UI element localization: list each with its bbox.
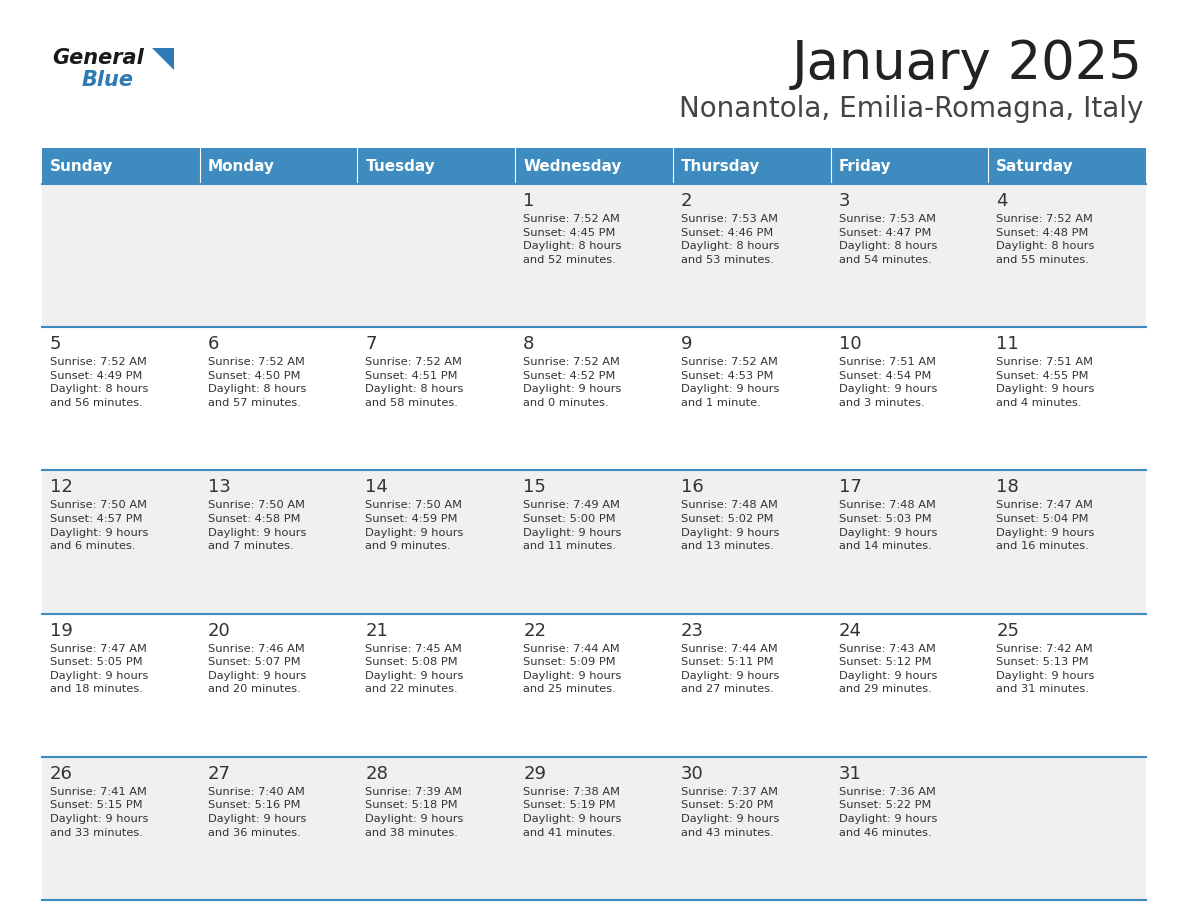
Text: 10: 10 — [839, 335, 861, 353]
Text: Sunrise: 7:53 AM
Sunset: 4:46 PM
Daylight: 8 hours
and 53 minutes.: Sunrise: 7:53 AM Sunset: 4:46 PM Dayligh… — [681, 214, 779, 264]
Text: 17: 17 — [839, 478, 861, 497]
Text: January 2025: January 2025 — [792, 38, 1143, 90]
Text: Sunrise: 7:42 AM
Sunset: 5:13 PM
Daylight: 9 hours
and 31 minutes.: Sunrise: 7:42 AM Sunset: 5:13 PM Dayligh… — [997, 644, 1094, 694]
Text: Sunrise: 7:52 AM
Sunset: 4:45 PM
Daylight: 8 hours
and 52 minutes.: Sunrise: 7:52 AM Sunset: 4:45 PM Dayligh… — [523, 214, 621, 264]
Text: Sunrise: 7:40 AM
Sunset: 5:16 PM
Daylight: 9 hours
and 36 minutes.: Sunrise: 7:40 AM Sunset: 5:16 PM Dayligh… — [208, 787, 307, 837]
Text: 5: 5 — [50, 335, 62, 353]
Text: 13: 13 — [208, 478, 230, 497]
Text: 4: 4 — [997, 192, 1007, 210]
Bar — [672, 148, 830, 184]
Text: Saturday: Saturday — [997, 159, 1074, 174]
Text: Sunrise: 7:50 AM
Sunset: 4:58 PM
Daylight: 9 hours
and 7 minutes.: Sunrise: 7:50 AM Sunset: 4:58 PM Dayligh… — [208, 500, 307, 551]
Text: 28: 28 — [366, 765, 388, 783]
Text: Sunrise: 7:50 AM
Sunset: 4:59 PM
Daylight: 9 hours
and 9 minutes.: Sunrise: 7:50 AM Sunset: 4:59 PM Dayligh… — [366, 500, 463, 551]
Text: 24: 24 — [839, 621, 861, 640]
Text: 23: 23 — [681, 621, 703, 640]
Text: 29: 29 — [523, 765, 546, 783]
Text: Sunrise: 7:44 AM
Sunset: 5:09 PM
Daylight: 9 hours
and 25 minutes.: Sunrise: 7:44 AM Sunset: 5:09 PM Dayligh… — [523, 644, 621, 694]
Text: Sunrise: 7:44 AM
Sunset: 5:11 PM
Daylight: 9 hours
and 27 minutes.: Sunrise: 7:44 AM Sunset: 5:11 PM Dayligh… — [681, 644, 779, 694]
Text: 31: 31 — [839, 765, 861, 783]
Text: 1: 1 — [523, 192, 535, 210]
Bar — [42, 756, 1146, 900]
Text: Sunrise: 7:37 AM
Sunset: 5:20 PM
Daylight: 9 hours
and 43 minutes.: Sunrise: 7:37 AM Sunset: 5:20 PM Dayligh… — [681, 787, 779, 837]
Text: Sunrise: 7:51 AM
Sunset: 4:55 PM
Daylight: 9 hours
and 4 minutes.: Sunrise: 7:51 AM Sunset: 4:55 PM Dayligh… — [997, 357, 1094, 408]
Text: Sunrise: 7:52 AM
Sunset: 4:52 PM
Daylight: 9 hours
and 0 minutes.: Sunrise: 7:52 AM Sunset: 4:52 PM Dayligh… — [523, 357, 621, 408]
Bar — [988, 148, 1146, 184]
Text: Sunrise: 7:52 AM
Sunset: 4:50 PM
Daylight: 8 hours
and 57 minutes.: Sunrise: 7:52 AM Sunset: 4:50 PM Dayligh… — [208, 357, 307, 408]
Text: 3: 3 — [839, 192, 851, 210]
Text: Sunrise: 7:36 AM
Sunset: 5:22 PM
Daylight: 9 hours
and 46 minutes.: Sunrise: 7:36 AM Sunset: 5:22 PM Dayligh… — [839, 787, 937, 837]
Text: Sunrise: 7:47 AM
Sunset: 5:04 PM
Daylight: 9 hours
and 16 minutes.: Sunrise: 7:47 AM Sunset: 5:04 PM Dayligh… — [997, 500, 1094, 551]
Text: 20: 20 — [208, 621, 230, 640]
Text: Sunday: Sunday — [50, 159, 113, 174]
Text: 15: 15 — [523, 478, 546, 497]
Text: Thursday: Thursday — [681, 159, 760, 174]
Text: 19: 19 — [50, 621, 72, 640]
Text: 16: 16 — [681, 478, 703, 497]
Text: Sunrise: 7:52 AM
Sunset: 4:53 PM
Daylight: 9 hours
and 1 minute.: Sunrise: 7:52 AM Sunset: 4:53 PM Dayligh… — [681, 357, 779, 408]
Bar — [42, 613, 1146, 756]
Text: Sunrise: 7:38 AM
Sunset: 5:19 PM
Daylight: 9 hours
and 41 minutes.: Sunrise: 7:38 AM Sunset: 5:19 PM Dayligh… — [523, 787, 621, 837]
Bar — [516, 148, 672, 184]
Text: 21: 21 — [366, 621, 388, 640]
Text: Sunrise: 7:48 AM
Sunset: 5:03 PM
Daylight: 9 hours
and 14 minutes.: Sunrise: 7:48 AM Sunset: 5:03 PM Dayligh… — [839, 500, 937, 551]
Text: 11: 11 — [997, 335, 1019, 353]
Text: 14: 14 — [366, 478, 388, 497]
Text: 18: 18 — [997, 478, 1019, 497]
Bar — [830, 148, 988, 184]
Text: 27: 27 — [208, 765, 230, 783]
Text: 6: 6 — [208, 335, 219, 353]
Text: Sunrise: 7:49 AM
Sunset: 5:00 PM
Daylight: 9 hours
and 11 minutes.: Sunrise: 7:49 AM Sunset: 5:00 PM Dayligh… — [523, 500, 621, 551]
Text: Sunrise: 7:48 AM
Sunset: 5:02 PM
Daylight: 9 hours
and 13 minutes.: Sunrise: 7:48 AM Sunset: 5:02 PM Dayligh… — [681, 500, 779, 551]
Text: 26: 26 — [50, 765, 72, 783]
Text: 30: 30 — [681, 765, 703, 783]
Bar — [42, 148, 200, 184]
Text: Sunrise: 7:53 AM
Sunset: 4:47 PM
Daylight: 8 hours
and 54 minutes.: Sunrise: 7:53 AM Sunset: 4:47 PM Dayligh… — [839, 214, 937, 264]
Bar — [358, 148, 516, 184]
Bar — [42, 327, 1146, 470]
Text: Tuesday: Tuesday — [366, 159, 435, 174]
Text: Sunrise: 7:51 AM
Sunset: 4:54 PM
Daylight: 9 hours
and 3 minutes.: Sunrise: 7:51 AM Sunset: 4:54 PM Dayligh… — [839, 357, 937, 408]
Text: Friday: Friday — [839, 159, 891, 174]
Text: Sunrise: 7:52 AM
Sunset: 4:51 PM
Daylight: 8 hours
and 58 minutes.: Sunrise: 7:52 AM Sunset: 4:51 PM Dayligh… — [366, 357, 463, 408]
Text: 25: 25 — [997, 621, 1019, 640]
Text: Sunrise: 7:52 AM
Sunset: 4:48 PM
Daylight: 8 hours
and 55 minutes.: Sunrise: 7:52 AM Sunset: 4:48 PM Dayligh… — [997, 214, 1094, 264]
Text: Monday: Monday — [208, 159, 274, 174]
Text: Wednesday: Wednesday — [523, 159, 621, 174]
Bar — [42, 184, 1146, 327]
Text: Sunrise: 7:46 AM
Sunset: 5:07 PM
Daylight: 9 hours
and 20 minutes.: Sunrise: 7:46 AM Sunset: 5:07 PM Dayligh… — [208, 644, 307, 694]
Text: 9: 9 — [681, 335, 693, 353]
Text: Sunrise: 7:39 AM
Sunset: 5:18 PM
Daylight: 9 hours
and 38 minutes.: Sunrise: 7:39 AM Sunset: 5:18 PM Dayligh… — [366, 787, 463, 837]
Text: Blue: Blue — [82, 70, 134, 90]
Text: 12: 12 — [50, 478, 72, 497]
Text: Sunrise: 7:50 AM
Sunset: 4:57 PM
Daylight: 9 hours
and 6 minutes.: Sunrise: 7:50 AM Sunset: 4:57 PM Dayligh… — [50, 500, 148, 551]
Polygon shape — [152, 48, 173, 70]
Text: Sunrise: 7:47 AM
Sunset: 5:05 PM
Daylight: 9 hours
and 18 minutes.: Sunrise: 7:47 AM Sunset: 5:05 PM Dayligh… — [50, 644, 148, 694]
Text: Sunrise: 7:43 AM
Sunset: 5:12 PM
Daylight: 9 hours
and 29 minutes.: Sunrise: 7:43 AM Sunset: 5:12 PM Dayligh… — [839, 644, 937, 694]
Text: Sunrise: 7:45 AM
Sunset: 5:08 PM
Daylight: 9 hours
and 22 minutes.: Sunrise: 7:45 AM Sunset: 5:08 PM Dayligh… — [366, 644, 463, 694]
Bar — [200, 148, 358, 184]
Text: 8: 8 — [523, 335, 535, 353]
Text: Sunrise: 7:41 AM
Sunset: 5:15 PM
Daylight: 9 hours
and 33 minutes.: Sunrise: 7:41 AM Sunset: 5:15 PM Dayligh… — [50, 787, 148, 837]
Text: Sunrise: 7:52 AM
Sunset: 4:49 PM
Daylight: 8 hours
and 56 minutes.: Sunrise: 7:52 AM Sunset: 4:49 PM Dayligh… — [50, 357, 148, 408]
Bar — [42, 470, 1146, 613]
Text: General: General — [52, 48, 144, 68]
Text: 2: 2 — [681, 192, 693, 210]
Text: 7: 7 — [366, 335, 377, 353]
Text: 22: 22 — [523, 621, 546, 640]
Text: Nonantola, Emilia-Romagna, Italy: Nonantola, Emilia-Romagna, Italy — [678, 95, 1143, 123]
